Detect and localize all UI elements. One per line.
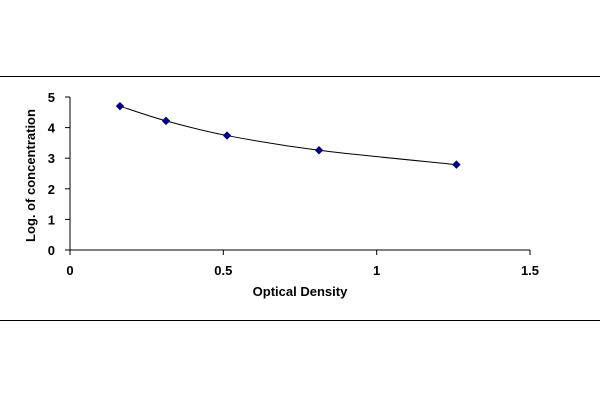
y-tick-label: 1 bbox=[48, 212, 55, 227]
data-points bbox=[115, 101, 461, 169]
y-tick-label: 2 bbox=[48, 182, 55, 197]
x-tick-label: 0 bbox=[66, 263, 73, 278]
x-axis-title: Optical Density bbox=[253, 284, 348, 299]
y-tick-label: 3 bbox=[48, 151, 55, 166]
data-point bbox=[115, 101, 125, 111]
chart-frame bbox=[0, 76, 600, 321]
y-axis-title: Log. of concentration bbox=[23, 109, 38, 242]
y-tick-label: 5 bbox=[48, 90, 55, 105]
y-tick-label: 0 bbox=[48, 243, 55, 258]
x-tick-label: 1.5 bbox=[521, 263, 539, 278]
y-tick-label: 4 bbox=[48, 121, 56, 136]
axes bbox=[69, 97, 530, 251]
y-ticks: 0 1 2 3 4 5 bbox=[48, 90, 70, 258]
fit-curve bbox=[119, 105, 457, 166]
x-tick-label: 0.5 bbox=[214, 263, 232, 278]
x-ticks: 0 0.5 1 1.5 bbox=[66, 250, 539, 278]
data-point bbox=[314, 146, 324, 155]
x-tick-label: 1 bbox=[373, 263, 380, 278]
data-point bbox=[161, 116, 171, 126]
data-point bbox=[222, 131, 232, 140]
data-point bbox=[452, 160, 461, 169]
